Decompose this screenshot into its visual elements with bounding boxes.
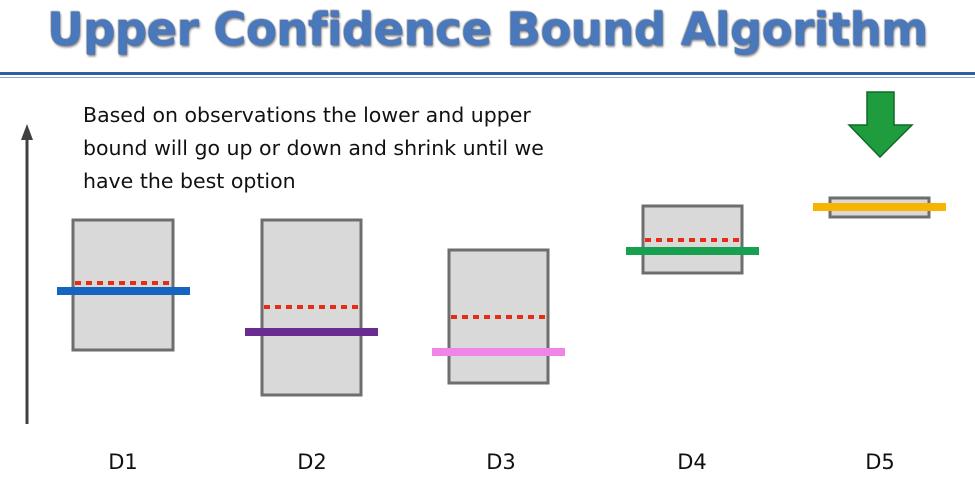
- machine-d3: D3: [432, 248, 565, 474]
- machine-d1: D1: [57, 218, 190, 474]
- title-divider: [0, 72, 975, 75]
- down-arrow-icon: [847, 91, 914, 159]
- vertical-axis-arrow: [21, 124, 33, 424]
- machine-label: D1: [108, 450, 138, 474]
- slide-title: Upper Confidence Bound Algorithm: [46, 2, 930, 58]
- caption-line: Based on observations the lower and uppe…: [83, 103, 531, 127]
- machine-d2: D2: [245, 218, 378, 474]
- caption-line: bound will go up or down and shrink unti…: [83, 136, 544, 160]
- machine-label: D5: [865, 450, 895, 474]
- machine-label: D2: [297, 450, 327, 474]
- machine-label: D4: [677, 450, 707, 474]
- machine-label: D3: [486, 450, 516, 474]
- caption-text: Based on observations the lower and uppe…: [83, 99, 603, 198]
- title-divider-thin: [0, 77, 975, 78]
- caption-line: have the best option: [83, 169, 296, 193]
- machine-d4: D4: [626, 204, 759, 474]
- machine-d5: D5: [813, 91, 946, 474]
